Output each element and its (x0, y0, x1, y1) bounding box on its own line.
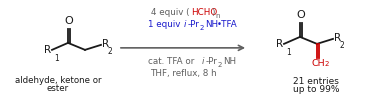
Text: 2: 2 (200, 25, 204, 31)
Text: •TFA: •TFA (217, 20, 238, 29)
Text: i: i (202, 57, 204, 66)
Text: i: i (184, 20, 186, 29)
Text: R: R (334, 33, 341, 43)
Text: aldehyde, ketone or: aldehyde, ketone or (15, 76, 101, 85)
Text: 2: 2 (324, 61, 329, 67)
Text: 2: 2 (218, 62, 222, 68)
Text: 4 equiv (: 4 equiv ( (151, 8, 189, 17)
Text: cat. TFA or: cat. TFA or (148, 57, 197, 66)
Text: n: n (215, 13, 220, 19)
Text: R: R (276, 39, 283, 49)
Text: -Pr: -Pr (206, 57, 218, 66)
Text: 2: 2 (340, 41, 345, 50)
Text: O: O (297, 10, 305, 20)
Text: -Pr: -Pr (188, 20, 200, 29)
Text: 1 equiv: 1 equiv (148, 20, 183, 29)
Text: ester: ester (47, 84, 69, 93)
Text: R: R (102, 39, 109, 49)
Text: HCHO: HCHO (191, 8, 217, 17)
Text: O: O (65, 16, 73, 26)
Text: 1: 1 (54, 54, 59, 63)
Text: R: R (44, 45, 51, 55)
Text: THF, reflux, 8 h: THF, reflux, 8 h (150, 69, 216, 78)
Text: NH: NH (223, 57, 236, 66)
Text: up to 99%: up to 99% (293, 85, 339, 94)
Text: 21 entries: 21 entries (293, 77, 339, 86)
Text: CH: CH (311, 59, 325, 68)
Text: NH: NH (205, 20, 218, 29)
Text: ): ) (211, 8, 214, 17)
Text: 1: 1 (286, 48, 291, 57)
Text: 2: 2 (108, 47, 113, 56)
